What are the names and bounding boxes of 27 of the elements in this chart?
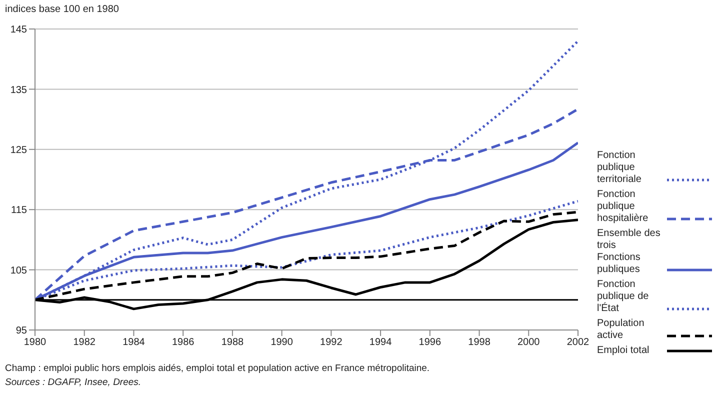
y-tick-label: 105 bbox=[10, 265, 28, 276]
legend-label: Emploi total bbox=[597, 345, 650, 357]
x-tick-label: 1980 bbox=[24, 337, 47, 348]
text: Champ : emploi public hors emplois aidés, emploi total et population active en France métropolitaine. bbox=[5, 362, 430, 376]
source-note: Sources : DGAFP, Insee, Drees. bbox=[5, 376, 142, 390]
text: Fonction publique hospitalière bbox=[597, 189, 650, 225]
y-tick-label: 95 bbox=[16, 326, 28, 337]
legend-label: Population active bbox=[597, 318, 646, 342]
x-tick-label: 2000 bbox=[518, 337, 540, 348]
x-tick-label: 1994 bbox=[369, 337, 392, 348]
y-tick-label: 115 bbox=[11, 205, 28, 216]
x-tick-label: 1992 bbox=[320, 337, 343, 348]
x-tick-label: 1998 bbox=[468, 337, 491, 348]
x-tick-label: 1988 bbox=[221, 337, 244, 348]
x-tick-label: 2002 bbox=[566, 337, 590, 348]
x-tick-label: 1996 bbox=[418, 337, 442, 348]
y-tick-label: 135 bbox=[10, 84, 28, 96]
text: Fonction publique de l'État bbox=[597, 279, 650, 315]
x-tick-label: 1984 bbox=[122, 337, 146, 348]
x-tick-label: 1982 bbox=[73, 337, 96, 348]
x-tick-label: 1990 bbox=[270, 337, 294, 348]
y-tick-label: 125 bbox=[10, 144, 28, 156]
text: Fonction publique territoriale bbox=[597, 150, 642, 186]
y-tick-label: 145 bbox=[10, 24, 28, 36]
x-tick-label: 1986 bbox=[172, 337, 195, 348]
text: Ensemble des trois Fonctions publiques bbox=[597, 228, 662, 276]
y-axis-title: indices base 100 en 1980 bbox=[5, 4, 119, 15]
